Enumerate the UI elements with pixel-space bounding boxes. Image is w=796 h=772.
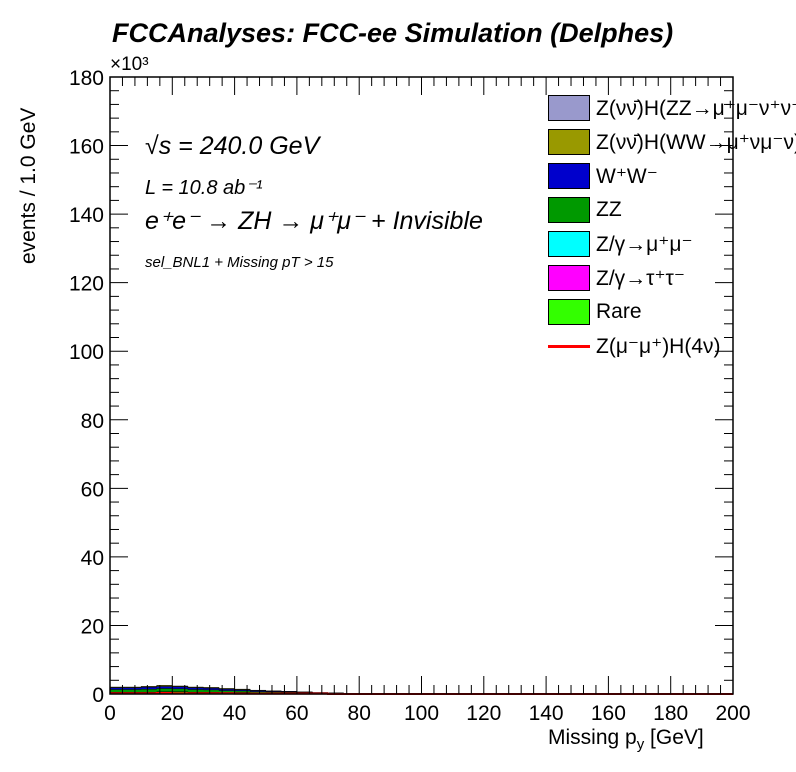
x-tick-label: 0 — [104, 702, 116, 725]
y-tick-label: 20 — [81, 615, 104, 638]
x-tick-label: 140 — [529, 702, 564, 725]
energy-annotation: √s = 240.0 GeV — [145, 132, 320, 160]
legend-swatch — [548, 95, 590, 121]
legend-label: Z/γ→τ⁺τ⁻ — [596, 266, 685, 290]
legend-entry: Z/γ→τ⁺τ⁻ — [548, 263, 685, 293]
legend-entry: W⁺W⁻ — [548, 161, 658, 191]
legend-label: Z(μ⁻μ⁺)H(4ν) — [596, 334, 721, 358]
legend-label: Z(νν̄)H(WW→μ⁺νμ⁻ν) — [596, 130, 796, 154]
legend-label: Rare — [596, 300, 642, 323]
legend: Z(νν̄)H(ZZ→μ⁺μ⁻ν⁺ν⁻) Z(νν̄)H(WW→μ⁺νμ⁻ν) W⁺… — [548, 93, 796, 363]
y-tick-label: 60 — [81, 478, 104, 501]
y-tick-label: 180 — [69, 67, 104, 90]
process-annotation: e⁺e⁻ → ZH → μ⁺μ⁻ + Invisible — [145, 207, 483, 235]
x-tick-label: 160 — [591, 702, 626, 725]
legend-label: Z/γ→μ⁺μ⁻ — [596, 232, 693, 256]
legend-swatch — [548, 129, 590, 155]
x-tick-label: 200 — [715, 702, 750, 725]
legend-label: Z(νν̄)H(ZZ→μ⁺μ⁻ν⁺ν⁻) — [596, 96, 796, 120]
y-axis-exponent: ×10³ — [110, 54, 149, 75]
lumi-annotation: L = 10.8 ab⁻¹ — [145, 177, 263, 199]
legend-swatch — [548, 163, 590, 189]
plot-title: FCCAnalyses: FCC-ee Simulation (Delphes) — [112, 18, 674, 48]
y-tick-label: 160 — [69, 136, 104, 159]
legend-label: ZZ — [596, 198, 622, 221]
legend-swatch — [548, 299, 590, 325]
x-tick-label: 100 — [404, 702, 439, 725]
x-tick-label: 80 — [348, 702, 371, 725]
legend-entry: Z/γ→μ⁺μ⁻ — [548, 229, 693, 259]
x-axis: 0 20 40 60 80 100 120 140 160 180 200 — [104, 77, 751, 725]
legend-entry: ZZ — [548, 195, 622, 225]
y-tick-label: 80 — [81, 410, 104, 433]
selection-annotation: sel_BNL1 + Missing pT > 15 — [145, 254, 334, 271]
y-tick-label: 0 — [92, 684, 104, 707]
y-tick-label: 120 — [69, 273, 104, 296]
x-tick-label: 40 — [223, 702, 246, 725]
legend-swatch — [548, 265, 590, 291]
y-tick-label: 40 — [81, 547, 104, 570]
legend-label: W⁺W⁻ — [596, 164, 658, 188]
y-axis: 0 20 40 60 80 100 120 140 160 180 — [69, 67, 733, 707]
x-tick-label: 20 — [161, 702, 184, 725]
legend-entry: Rare — [548, 297, 642, 327]
legend-line-swatch — [548, 333, 590, 359]
legend-entry: Z(νν̄)H(WW→μ⁺νμ⁻ν) — [548, 127, 796, 157]
y-tick-label: 140 — [69, 204, 104, 227]
legend-swatch — [548, 197, 590, 223]
legend-entry: Z(μ⁻μ⁺)H(4ν) — [548, 331, 721, 361]
legend-entry: Z(νν̄)H(ZZ→μ⁺μ⁻ν⁺ν⁻) — [548, 93, 796, 123]
y-tick-label: 100 — [69, 341, 104, 364]
legend-swatch — [548, 231, 590, 257]
x-tick-label: 120 — [466, 702, 501, 725]
y-axis-label: events / 1.0 GeV — [17, 107, 40, 264]
x-axis-label: Missing py [GeV] — [548, 726, 704, 754]
x-tick-label: 60 — [285, 702, 308, 725]
x-tick-label: 180 — [653, 702, 688, 725]
